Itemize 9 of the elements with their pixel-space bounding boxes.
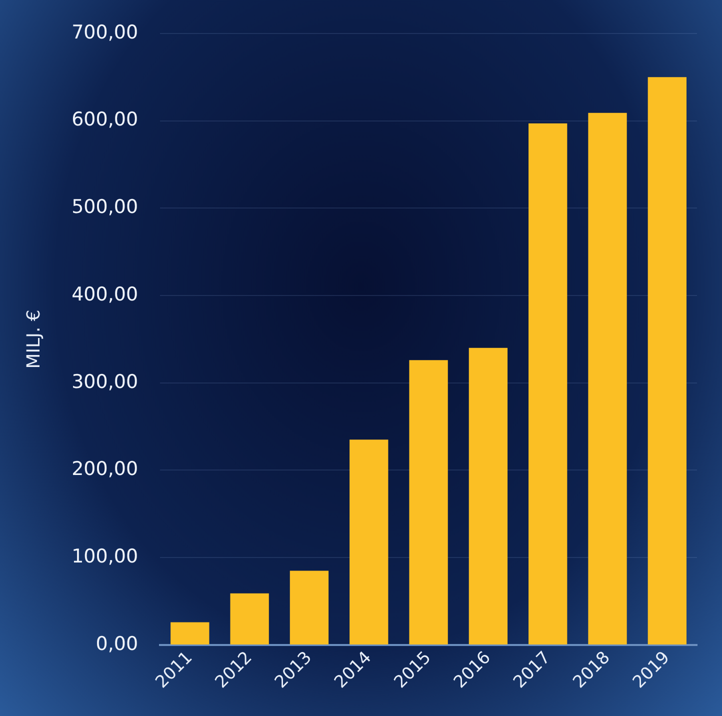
y-tick-label: 200,00 [72, 458, 138, 480]
y-tick-label: 100,00 [72, 546, 138, 568]
y-tick-label: 300,00 [72, 370, 138, 393]
y-tick-label: 0,00 [96, 632, 138, 655]
y-axis-title: MILJ. € [23, 310, 44, 369]
y-tick-label: 400,00 [72, 283, 138, 306]
y-tick-label: 700,00 [72, 21, 138, 44]
y-tick-label: 500,00 [72, 196, 138, 218]
y-tick-label: 600,00 [72, 108, 138, 131]
